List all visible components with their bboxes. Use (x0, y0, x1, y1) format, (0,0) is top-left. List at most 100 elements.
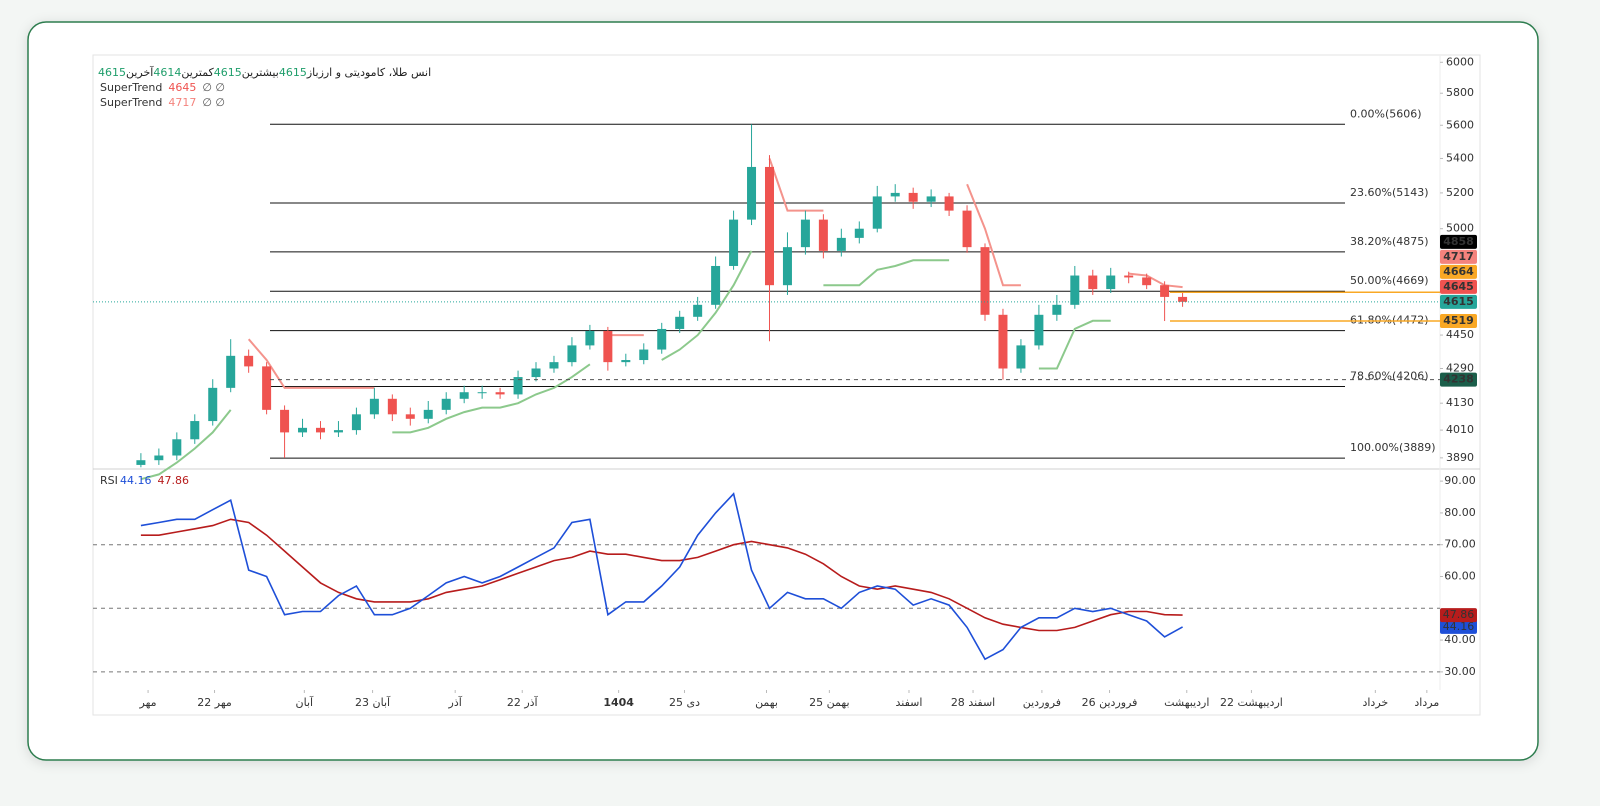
x-tick-label: 22 اردیبهشت (1220, 696, 1283, 709)
supertrend-line-down (1128, 272, 1183, 289)
y-tick-label: 30.00 (1444, 665, 1476, 678)
rsi-line (140, 492, 1183, 661)
candle-body (154, 455, 164, 461)
supertrend-name: SuperTrend (100, 81, 162, 94)
rsi-badge (1440, 619, 1477, 634)
candle-body (675, 316, 685, 329)
y-tick-label: 6000 (1446, 55, 1474, 68)
candle-body (854, 228, 864, 238)
candle-body (764, 166, 774, 286)
x-tick-label: 25 بهمن (809, 696, 849, 709)
supertrend-line (140, 409, 232, 481)
y-tick-label: 90.00 (1444, 474, 1476, 487)
supertrend-line-down (247, 338, 375, 389)
candle-body (531, 368, 541, 378)
supertrend-line-down (768, 158, 824, 212)
candle-body (549, 362, 559, 369)
candle-body (621, 360, 631, 363)
x-tick-label: مهر (139, 696, 157, 709)
candle-body (657, 328, 667, 350)
ohlc-value: 4615 (213, 66, 242, 79)
x-tick-label: مرداد (1414, 696, 1439, 709)
price-badge-label: 4717 (1443, 250, 1474, 263)
price-badge-label: 4858 (1443, 235, 1474, 248)
x-tick-label: خرداد (1362, 696, 1388, 709)
candle-body (513, 377, 523, 395)
candle-body (333, 430, 343, 433)
y-tick-label: 40.00 (1444, 633, 1476, 646)
y-tick-label: 4010 (1446, 423, 1474, 436)
price-badge-label: 4238 (1443, 373, 1474, 386)
candle-body (351, 414, 361, 431)
candle-body (980, 247, 990, 315)
supertrend-name: SuperTrend (100, 96, 162, 109)
candle-body (729, 219, 739, 266)
rsi-badge-label: 47.86 (1443, 608, 1475, 621)
candle-body (136, 460, 146, 465)
y-tick-label: 5000 (1446, 222, 1474, 235)
supertrend-params: ∅ ∅ (202, 81, 225, 94)
candle-body (1034, 314, 1044, 346)
price-badge (1440, 234, 1477, 249)
fib-label: 61.80%(4472) (1350, 314, 1429, 327)
candle-body (711, 265, 721, 305)
ohlc-label: کمترین (181, 66, 214, 79)
y-tick-label: 4130 (1446, 396, 1474, 409)
x-tick-label: فروردین (1023, 696, 1061, 709)
candle-body (585, 330, 595, 346)
candle-body (298, 427, 308, 433)
y-tick-label: 5200 (1446, 186, 1474, 199)
ohlc-value: 4614 (153, 66, 182, 79)
candle-body (603, 330, 613, 363)
candle-body (423, 409, 433, 419)
candle-body (693, 304, 703, 317)
price-badge (1440, 372, 1477, 387)
fib-label: 100.00%(3889) (1350, 441, 1436, 454)
price-badge (1440, 249, 1477, 264)
supertrend-value: 4645 (168, 81, 196, 94)
ohlc-label: باز (306, 66, 319, 79)
price-badge (1440, 314, 1477, 329)
y-tick-label: 4450 (1446, 328, 1474, 341)
x-tick-label: بهمن (755, 696, 778, 709)
supertrend-line (823, 259, 950, 287)
candle-body (1070, 275, 1080, 305)
rsi-legend: 44.16 47.86 (120, 474, 189, 487)
x-tick-label: 23 آبان (355, 695, 391, 709)
x-tick-label: 25 دی (669, 696, 700, 709)
candle-body (836, 237, 846, 251)
candle-body (908, 192, 918, 202)
candle-body (747, 166, 757, 220)
supertrend-params: ∅ ∅ (202, 96, 225, 109)
candle-body (262, 366, 272, 410)
supertrend-legend: SuperTrend 4645 ∅ ∅ (100, 81, 225, 94)
supertrend-line (661, 250, 753, 361)
candle-body (369, 398, 379, 415)
candle-body (1016, 345, 1026, 369)
candle-body (872, 196, 882, 229)
candle-body (818, 219, 828, 251)
candle-body (477, 392, 487, 394)
supertrend-value: 4717 (168, 96, 196, 109)
rsi-badge-label: 44.16 (1443, 620, 1475, 633)
candle-body (226, 355, 236, 388)
rsi-line (140, 518, 1183, 632)
candle-body (280, 409, 290, 433)
candle-body (1142, 277, 1152, 286)
y-tick-label: 3890 (1446, 451, 1474, 464)
candle-body (387, 398, 397, 415)
price-badge-label: 4645 (1443, 280, 1474, 293)
x-tick-label: 28 اسفند (951, 696, 995, 709)
supertrend-line (1038, 319, 1111, 370)
rsi-legend-value: 47.86 (158, 474, 190, 487)
candle-body (800, 219, 810, 248)
candle-body (208, 387, 218, 422)
ohlc-legend: 4615آخرین4614کمترین4615بیشترین4615بازانس… (98, 66, 431, 79)
ohlc-value: 4615 (278, 66, 307, 79)
candle-body (405, 414, 415, 419)
candle-body (1124, 275, 1134, 278)
x-tick-label: آذر (448, 695, 463, 709)
y-tick-label: 80.00 (1444, 506, 1476, 519)
